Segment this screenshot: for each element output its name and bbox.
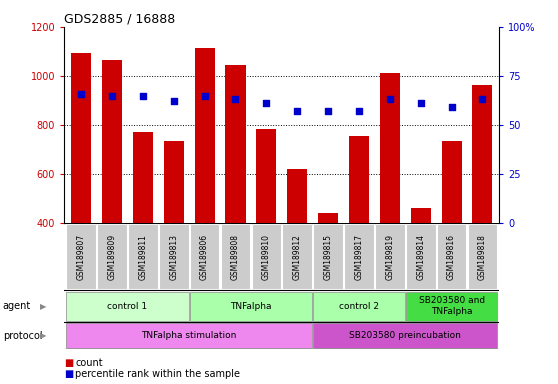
Point <box>138 93 147 99</box>
Bar <box>128 225 158 289</box>
Point <box>324 108 333 114</box>
Point <box>76 91 85 97</box>
Bar <box>411 209 431 223</box>
Bar <box>468 225 497 289</box>
Text: ▶: ▶ <box>40 331 47 340</box>
Bar <box>190 225 219 289</box>
Text: ■: ■ <box>64 369 74 379</box>
Point <box>447 104 456 111</box>
Text: GSM189819: GSM189819 <box>386 234 395 280</box>
Text: GSM189816: GSM189816 <box>447 234 456 280</box>
Text: control 2: control 2 <box>339 301 379 311</box>
Text: ■: ■ <box>64 358 74 368</box>
Text: GSM189815: GSM189815 <box>324 234 333 280</box>
Text: SB203580 preincubation: SB203580 preincubation <box>349 331 461 340</box>
Bar <box>313 225 343 289</box>
Bar <box>406 225 435 289</box>
Text: agent: agent <box>3 301 31 311</box>
Bar <box>66 323 312 348</box>
Point <box>293 108 302 114</box>
Bar <box>220 225 251 289</box>
Bar <box>349 136 369 223</box>
Text: GSM189810: GSM189810 <box>262 234 271 280</box>
Text: GSM189811: GSM189811 <box>138 234 147 280</box>
Point <box>231 96 240 103</box>
Point <box>354 108 363 114</box>
Text: GSM189814: GSM189814 <box>416 234 425 280</box>
Bar <box>344 225 374 289</box>
Bar <box>313 323 497 348</box>
Bar <box>195 48 215 223</box>
Text: ▶: ▶ <box>40 301 47 311</box>
Text: GSM189806: GSM189806 <box>200 233 209 280</box>
Bar <box>71 53 91 223</box>
Bar <box>375 225 405 289</box>
Bar <box>256 129 276 223</box>
Bar <box>380 73 400 223</box>
Text: TNFalpha: TNFalpha <box>230 301 272 311</box>
Bar <box>252 225 281 289</box>
Text: GSM189807: GSM189807 <box>76 233 85 280</box>
Bar <box>282 225 312 289</box>
Bar <box>163 141 184 223</box>
Bar <box>66 225 96 289</box>
Point <box>169 98 178 104</box>
Text: GDS2885 / 16888: GDS2885 / 16888 <box>64 13 175 26</box>
Point <box>478 96 487 103</box>
Text: percentile rank within the sample: percentile rank within the sample <box>75 369 240 379</box>
Bar <box>473 84 493 223</box>
Bar <box>225 65 246 223</box>
Point <box>386 96 395 103</box>
Text: GSM189812: GSM189812 <box>293 234 302 280</box>
Point <box>108 93 117 99</box>
Bar <box>318 213 338 223</box>
Text: control 1: control 1 <box>107 301 147 311</box>
Bar <box>441 141 461 223</box>
Text: protocol: protocol <box>3 331 42 341</box>
Bar <box>437 225 466 289</box>
Bar <box>190 291 312 321</box>
Bar <box>406 291 497 321</box>
Bar <box>287 169 307 223</box>
Bar <box>159 225 189 289</box>
Bar <box>66 291 189 321</box>
Point <box>200 93 209 99</box>
Text: TNFalpha stimulation: TNFalpha stimulation <box>142 331 237 340</box>
Text: GSM189808: GSM189808 <box>231 234 240 280</box>
Bar <box>102 60 122 223</box>
Text: SB203580 and
TNFalpha: SB203580 and TNFalpha <box>418 296 485 316</box>
Bar <box>97 225 127 289</box>
Bar <box>133 132 153 223</box>
Bar <box>313 291 405 321</box>
Text: count: count <box>75 358 103 368</box>
Text: GSM189817: GSM189817 <box>354 234 363 280</box>
Point <box>416 100 425 106</box>
Text: GSM189813: GSM189813 <box>169 234 178 280</box>
Text: GSM189809: GSM189809 <box>108 233 117 280</box>
Text: GSM189818: GSM189818 <box>478 234 487 280</box>
Point <box>262 100 271 106</box>
